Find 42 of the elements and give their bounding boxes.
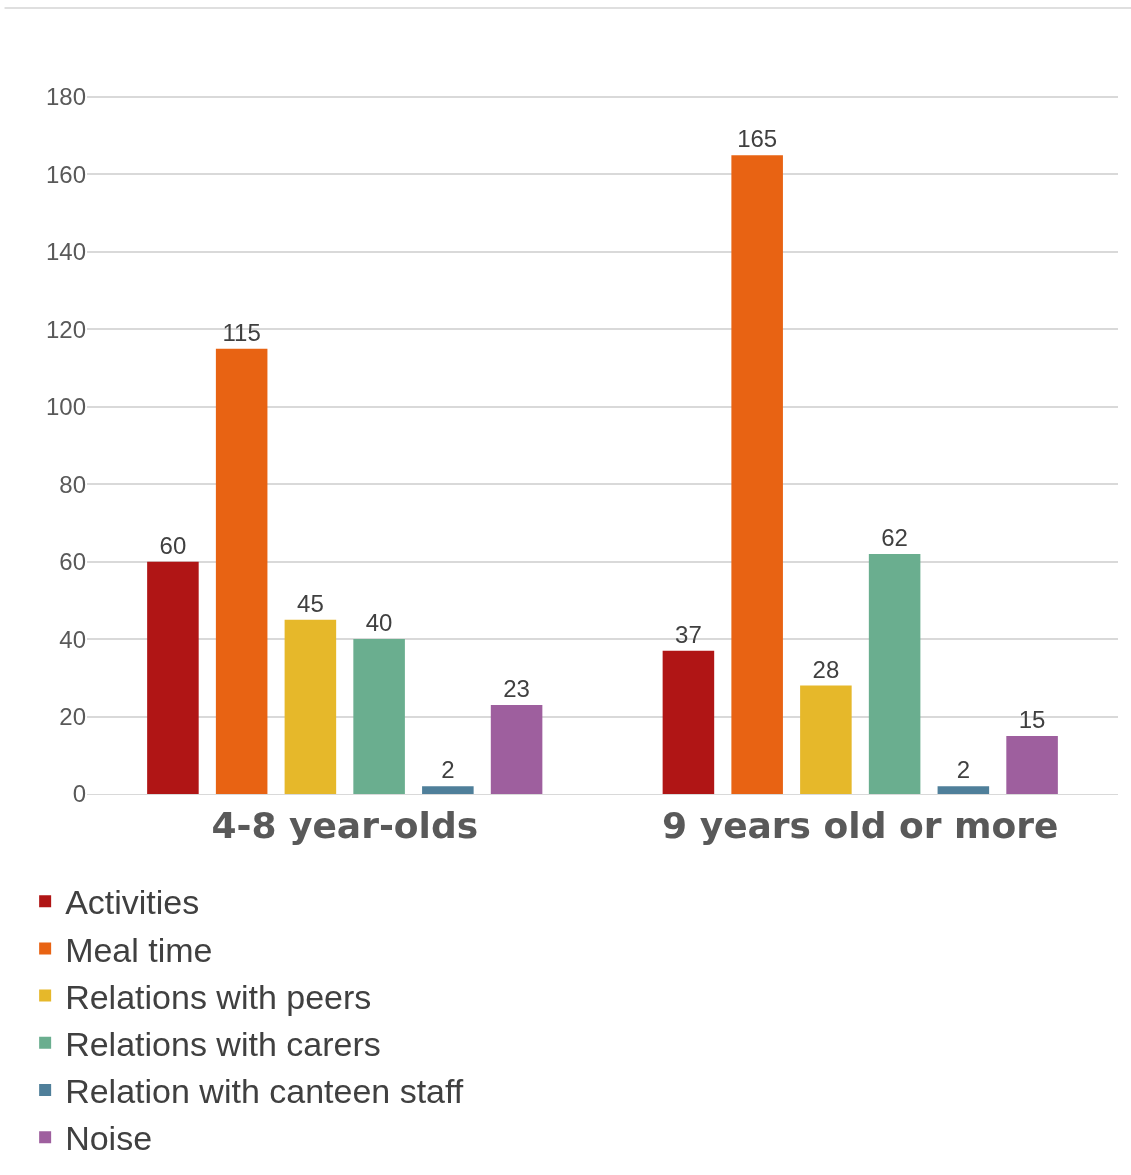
data-label: 45 xyxy=(297,589,324,617)
bar xyxy=(147,561,199,794)
bar xyxy=(284,619,337,794)
bar xyxy=(662,650,715,794)
data-label: 40 xyxy=(365,609,393,637)
y-tick-label: 40 xyxy=(59,625,86,653)
bar xyxy=(353,639,405,794)
data-label: 60 xyxy=(159,531,187,559)
y-tick-label: 180 xyxy=(45,83,86,111)
legend-label: Relations with peers xyxy=(65,977,372,1016)
legend-label: Noise xyxy=(65,1119,153,1158)
data-label: 37 xyxy=(675,620,702,648)
x-tick-label: 4-8 year-olds xyxy=(211,805,479,847)
y-tick-label: 160 xyxy=(45,160,86,188)
y-tick-label: 120 xyxy=(45,315,86,343)
legend-label: Relation with canteen staff xyxy=(65,1072,464,1111)
y-tick-label: 0 xyxy=(72,780,86,808)
x-tick-label: 9 years old or more xyxy=(662,805,1059,847)
data-label: 2 xyxy=(956,756,971,784)
data-label: 15 xyxy=(1018,705,1046,733)
legend-label: Meal time xyxy=(65,930,213,969)
y-tick-label: 100 xyxy=(45,393,86,421)
bar xyxy=(800,685,852,794)
data-label: 23 xyxy=(503,674,530,702)
bar xyxy=(868,553,921,794)
bar xyxy=(215,348,268,794)
data-label: 62 xyxy=(881,523,908,551)
bar xyxy=(1006,735,1058,794)
bar xyxy=(731,155,783,794)
data-label: 115 xyxy=(222,318,261,346)
y-tick-label: 140 xyxy=(45,238,86,266)
bar xyxy=(422,786,474,794)
y-tick-label: 60 xyxy=(59,548,86,576)
data-label: 2 xyxy=(441,756,455,784)
y-tick-label: 80 xyxy=(59,470,86,498)
legend-label: Activities xyxy=(65,883,200,922)
data-label: 28 xyxy=(812,655,840,683)
data-label: 165 xyxy=(737,125,778,153)
legend-label: Relations with carers xyxy=(65,1025,381,1064)
bar xyxy=(490,704,543,794)
y-tick-label: 20 xyxy=(59,702,86,730)
bar xyxy=(937,786,990,794)
